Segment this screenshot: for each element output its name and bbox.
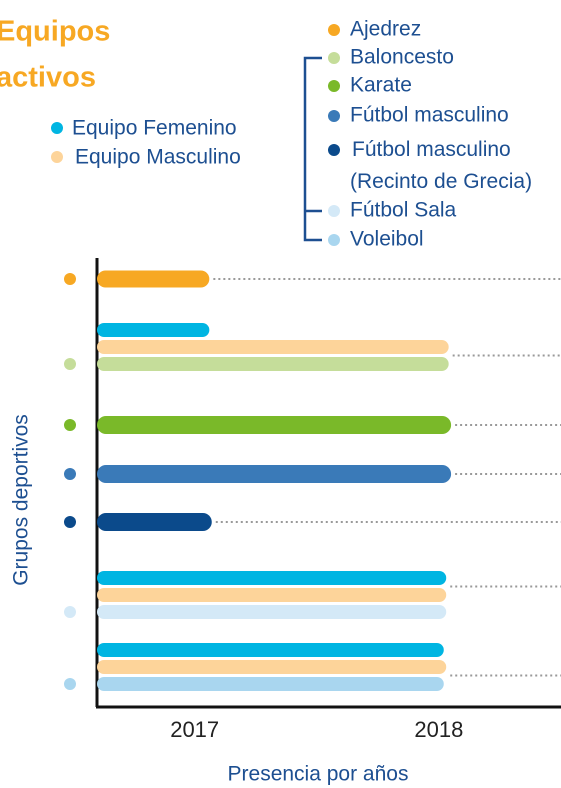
- bar: [97, 323, 210, 337]
- bar: [97, 677, 444, 691]
- legend-label: Equipo Masculino: [75, 146, 241, 169]
- bar: [97, 416, 452, 434]
- group-marker: [64, 358, 76, 370]
- bar: [97, 588, 447, 602]
- legend-label: Voleibol: [350, 228, 424, 251]
- legend-label: Baloncesto: [350, 46, 454, 69]
- legend-label: Fútbol masculino: [350, 104, 509, 127]
- legend-marker: [328, 205, 340, 217]
- legend-bracket: [303, 56, 322, 242]
- group-marker: [64, 468, 76, 480]
- legend-label: Fútbol masculino (Recinto de Grecia): [350, 138, 532, 193]
- bar: [97, 660, 447, 674]
- bar: [97, 571, 447, 585]
- group-marker: [64, 606, 76, 618]
- x-axis-label: Presencia por años: [228, 763, 409, 786]
- legend-label-line: Fútbol masculino: [352, 138, 511, 161]
- legend-marker: [328, 144, 340, 156]
- group-marker: [64, 516, 76, 528]
- legend-marker: [328, 110, 340, 122]
- chart-title: Equipos: [0, 16, 110, 48]
- bar: [97, 340, 449, 354]
- bar: [97, 357, 449, 371]
- group-marker: [64, 419, 76, 431]
- group-marker: [64, 273, 76, 285]
- bar: [97, 643, 444, 657]
- legend-marker: [328, 24, 340, 36]
- legend-marker: [51, 151, 63, 163]
- bar: [97, 465, 452, 483]
- bar: [97, 605, 447, 619]
- legend-label: Fútbol Sala: [350, 199, 457, 222]
- legend-marker: [328, 52, 340, 64]
- x-tick-label: 2017: [170, 717, 219, 742]
- legend-label-line: (Recinto de Grecia): [350, 170, 532, 193]
- legend-marker: [328, 234, 340, 246]
- group-marker: [64, 678, 76, 690]
- legend-marker: [328, 80, 340, 92]
- legend-marker: [51, 122, 63, 134]
- y-axis-label: Grupos deportivos: [10, 414, 33, 586]
- legend-label: Karate: [350, 74, 412, 97]
- x-tick-label: 2018: [414, 717, 463, 742]
- chart-title: activos: [0, 62, 96, 94]
- legend-label: Equipo Femenino: [72, 117, 237, 140]
- bar: [97, 513, 212, 531]
- bar: [97, 270, 210, 288]
- legend-label: Ajedrez: [350, 18, 421, 41]
